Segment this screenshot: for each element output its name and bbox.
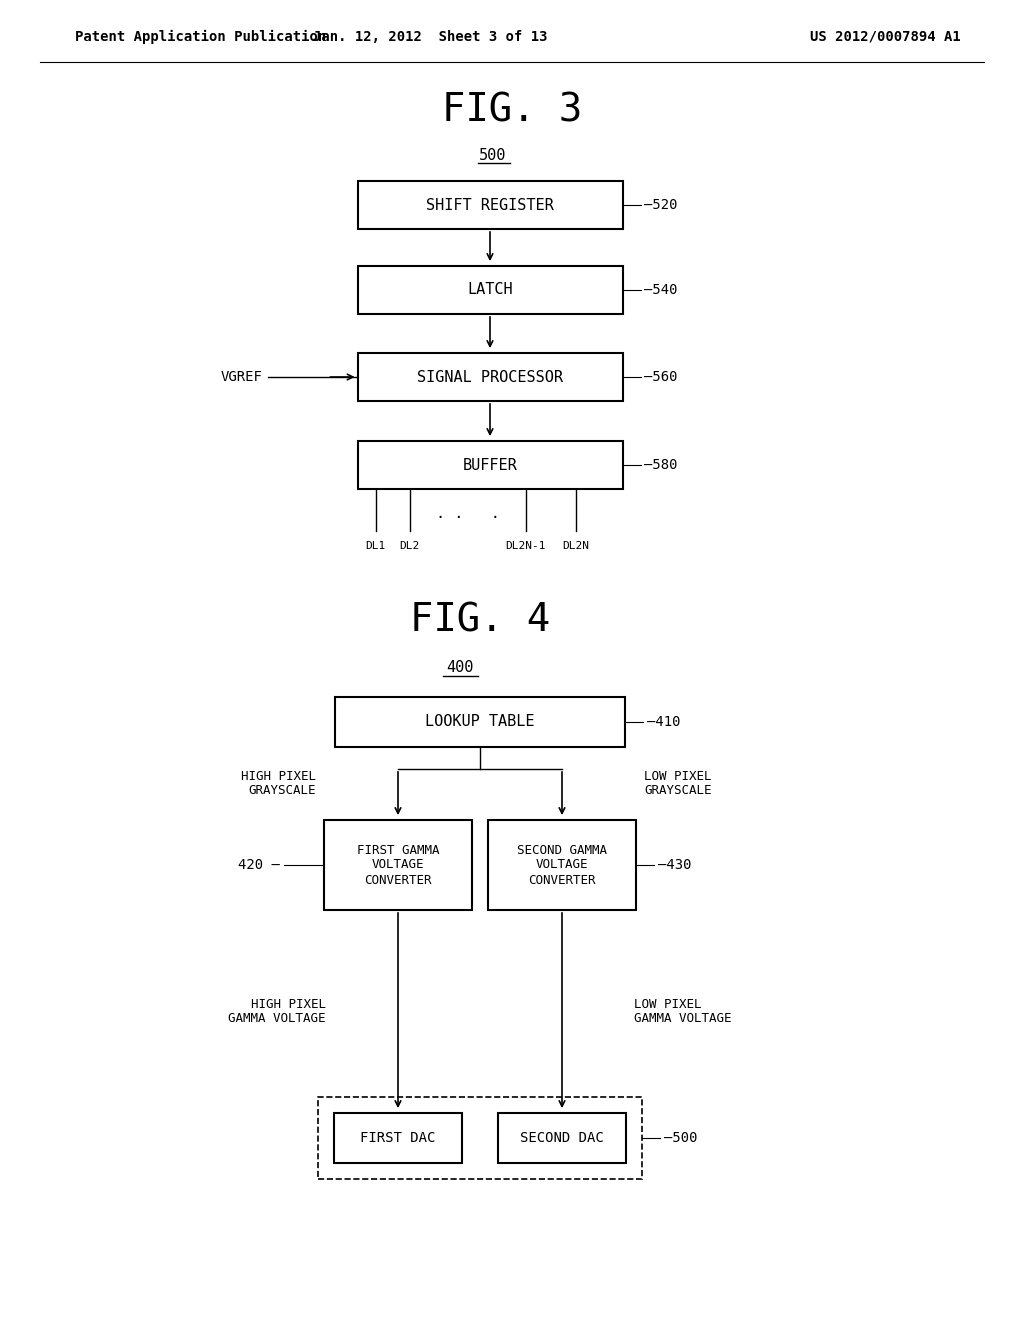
Bar: [335, 697, 625, 747]
Text: Patent Application Publication: Patent Application Publication: [75, 30, 327, 44]
Bar: [357, 352, 623, 401]
Bar: [357, 267, 623, 314]
Text: . .   .: . . .: [435, 507, 500, 521]
Bar: [488, 820, 636, 909]
Text: —580: —580: [644, 458, 678, 473]
Text: SIGNAL PROCESSOR: SIGNAL PROCESSOR: [417, 370, 563, 384]
Bar: [357, 441, 623, 488]
Bar: [357, 181, 623, 228]
Text: US 2012/0007894 A1: US 2012/0007894 A1: [810, 30, 961, 44]
Text: LOOKUP TABLE: LOOKUP TABLE: [425, 714, 535, 730]
Text: SECOND GAMMA
VOLTAGE
CONVERTER: SECOND GAMMA VOLTAGE CONVERTER: [517, 843, 607, 887]
Text: 420 —: 420 —: [239, 858, 280, 873]
Text: Jan. 12, 2012  Sheet 3 of 13: Jan. 12, 2012 Sheet 3 of 13: [312, 30, 547, 44]
Bar: [324, 820, 472, 909]
Text: DL2N-1: DL2N-1: [505, 541, 546, 550]
Bar: [318, 1097, 642, 1179]
Text: BUFFER: BUFFER: [463, 458, 517, 473]
Text: DL2: DL2: [399, 541, 420, 550]
Text: FIG. 4: FIG. 4: [410, 601, 550, 639]
Text: SHIFT REGISTER: SHIFT REGISTER: [426, 198, 554, 213]
Text: LOW PIXEL
GAMMA VOLTAGE: LOW PIXEL GAMMA VOLTAGE: [634, 998, 731, 1026]
Text: LOW PIXEL
GRAYSCALE: LOW PIXEL GRAYSCALE: [644, 770, 712, 797]
Text: 400: 400: [446, 660, 474, 676]
Text: LATCH: LATCH: [467, 282, 513, 297]
Bar: [498, 1113, 626, 1163]
Text: FIG. 3: FIG. 3: [442, 91, 582, 129]
Text: VGREF: VGREF: [220, 370, 262, 384]
Text: SECOND DAC: SECOND DAC: [520, 1131, 604, 1144]
Text: HIGH PIXEL
GRAYSCALE: HIGH PIXEL GRAYSCALE: [241, 770, 316, 797]
Text: —430: —430: [658, 858, 691, 873]
Text: FIRST DAC: FIRST DAC: [360, 1131, 435, 1144]
Text: —410: —410: [647, 715, 681, 729]
Text: DL1: DL1: [366, 541, 386, 550]
Text: —520: —520: [644, 198, 678, 213]
Text: DL2N: DL2N: [562, 541, 589, 550]
Text: 500: 500: [479, 148, 507, 162]
Text: HIGH PIXEL
GAMMA VOLTAGE: HIGH PIXEL GAMMA VOLTAGE: [228, 998, 326, 1026]
Text: —540: —540: [644, 282, 678, 297]
Text: —500: —500: [664, 1131, 697, 1144]
Bar: [334, 1113, 462, 1163]
Text: FIRST GAMMA
VOLTAGE
CONVERTER: FIRST GAMMA VOLTAGE CONVERTER: [356, 843, 439, 887]
Text: —560: —560: [644, 370, 678, 384]
